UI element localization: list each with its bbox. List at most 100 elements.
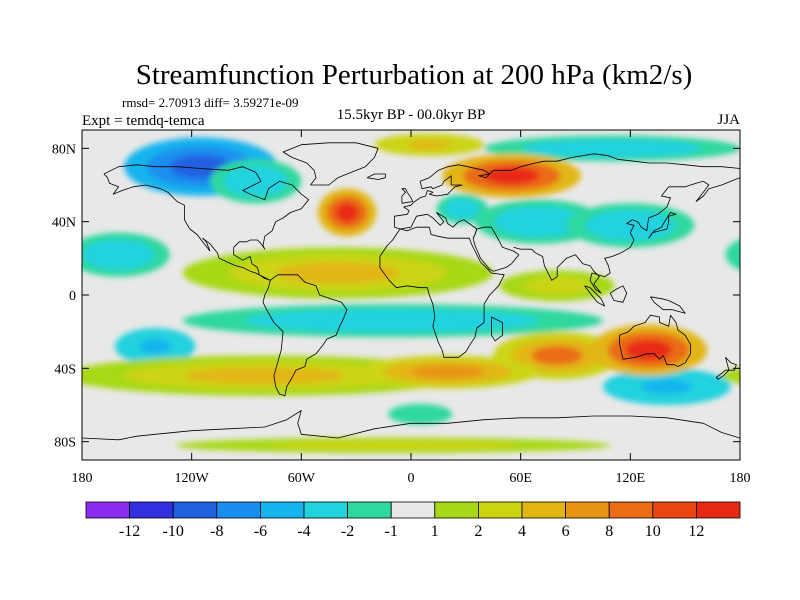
anomaly-layer [82,133,740,454]
coastline-segment-12 [584,285,606,307]
colorbar-label: -10 [163,523,184,540]
colorbar-swatch [129,501,174,519]
anomaly-high-12 [442,153,581,198]
x-tick-label: 60W [288,471,316,486]
coastline-segment-16 [725,357,737,371]
coastline-segment-18 [82,410,740,441]
anomaly-low-6 [82,232,740,277]
coastline-segment-9 [513,177,740,294]
colorbar-swatch [303,501,348,519]
y-tick-label: 40S [54,362,76,377]
colorbar-swatch [652,501,697,519]
colorbar-swatch [696,501,741,519]
anomaly-band [641,379,693,394]
x-tick-label: 180 [730,471,751,486]
colorbar: -12 -10 -8 -6 -4 -2 -1 1 2 4 6 8 10 12 [85,501,741,540]
anomaly-low-7 [182,304,603,338]
anomaly-high-15 [499,270,615,302]
season-text: JJA [717,112,740,128]
anomaly-high-13 [374,133,485,156]
colorbar-swatch [390,501,436,519]
axis-ticks: 180 120W 60W 0 60E 120E 180 80N 40N 0 40S 80S [52,130,751,486]
anomaly-band [625,339,673,361]
y-tick-label: 80S [54,436,76,451]
anomaly-high-11 [317,188,377,237]
x-tick-label: 120E [616,471,646,486]
coastline-segment-4 [394,153,740,230]
colorbar-label: 1 [431,523,439,540]
anomaly-band [524,277,591,295]
experiment-text: Expt = temdq-temca [82,113,205,129]
anomaly-low-9 [602,368,731,405]
coastline-segment-14 [650,296,686,314]
anomaly-band [513,212,565,231]
anomaly-low-5 [566,203,695,248]
coastline-segment-1 [262,274,348,397]
colorbar-label: 6 [562,523,570,540]
coastline-segment-2 [282,142,379,186]
coastline-segment-7 [490,316,503,342]
coastline-segment-17 [715,369,730,380]
anomaly-band [407,140,452,150]
x-tick-label: 120W [175,471,210,486]
colorbar-label: -1 [385,523,398,540]
colorbar-swatch [347,501,392,519]
map-panel [82,130,740,460]
x-tick-label: 60E [509,471,532,486]
colorbar-swatch [477,501,523,519]
colorbar-label: 10 [645,523,661,540]
anomaly-high-19 [356,355,539,389]
anomaly-band [275,262,401,284]
coastline-segment-3 [366,173,386,180]
colorbar-swatch [608,501,654,519]
anomaly-band [335,202,359,223]
anomaly-band [604,216,656,235]
anomaly-band [451,202,473,215]
anomaly-band [237,172,274,191]
anomaly-low-10 [388,403,453,425]
colorbar-label: 12 [688,523,704,540]
colorbar-label: -12 [119,523,140,540]
anomaly-high-20 [175,437,611,454]
y-tick-label: 0 [69,289,76,304]
anomaly-band [483,167,540,185]
anomaly-band [721,367,740,385]
period-text: 15.5kyr BP - 00.0kyr BP [337,107,486,123]
y-tick-label: 80N [52,142,76,157]
anomaly-band [308,314,477,328]
x-tick-label: 0 [408,471,415,486]
coastline-icon [82,142,740,441]
coastline-segment-8 [472,226,520,272]
anomaly-low-3 [436,194,488,224]
anomaly-band [184,367,346,384]
anomaly-high-17 [590,324,708,376]
colorbar-label: -4 [297,523,310,540]
plot-title: Streamfunction Perturbation at 200 hPa (… [136,59,693,91]
x-tick-label: 180 [72,471,93,486]
y-tick-label: 40N [52,216,76,231]
anomaly-band [139,339,172,354]
anomaly-band [531,345,583,366]
stats-text: rmsd= 2.70913 diff= 3.59271e-09 [122,95,299,110]
anomaly-band [411,365,485,379]
anomaly-band [268,440,518,450]
colorbar-swatch [259,501,305,519]
coastline-segment-0 [103,164,310,281]
colorbar-label: 2 [474,523,482,540]
colorbar-label: 8 [605,523,613,540]
anomaly-low-8 [114,328,196,365]
anomaly-high-14 [182,247,494,299]
coastline-segment-6 [379,226,505,358]
colorbar-swatch [521,501,566,519]
anomaly-band [725,239,740,271]
colorbar-swatch [434,501,479,519]
colorbar-swatch [216,501,261,519]
colorbar-swatch [172,501,218,519]
anomaly-low-1 [209,159,302,204]
colorbar-label: -6 [254,523,267,540]
anomaly-band [560,143,664,154]
coastline-segment-13 [609,285,628,303]
coastline-segment-15 [619,314,691,367]
coastline-segment-11 [401,188,414,204]
